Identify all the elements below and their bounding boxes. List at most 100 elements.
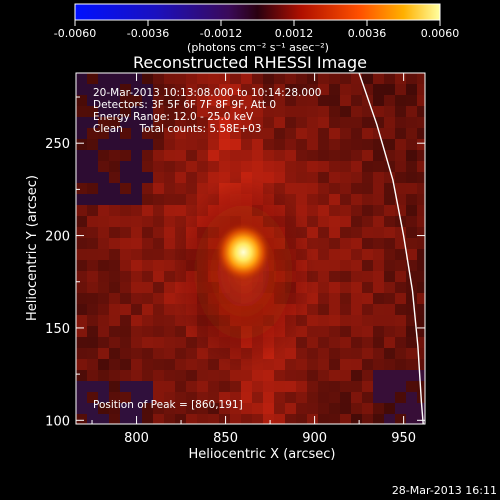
- heatmap-cell: [142, 260, 153, 271]
- heatmap-cell: [98, 348, 109, 359]
- heatmap-cell: [219, 106, 230, 117]
- heatmap-cell: [109, 370, 120, 381]
- heatmap-cell: [109, 260, 120, 271]
- heatmap-cell: [197, 161, 208, 172]
- heatmap-cell: [274, 392, 285, 403]
- heatmap-cell: [98, 73, 109, 84]
- heatmap-cell: [274, 128, 285, 139]
- heatmap-cell: [362, 216, 373, 227]
- heatmap-cell: [373, 293, 384, 304]
- heatmap-cell: [219, 128, 230, 139]
- heatmap-cell: [142, 95, 153, 106]
- heatmap-cell: [87, 150, 98, 161]
- heatmap-cell: [252, 414, 263, 424]
- heatmap-cell: [351, 403, 362, 414]
- heatmap-cell: [329, 183, 340, 194]
- heatmap-cell: [373, 326, 384, 337]
- heatmap-cell: [307, 73, 318, 84]
- heatmap-cell: [384, 95, 395, 106]
- heatmap-cell: [153, 370, 164, 381]
- heatmap-cell: [318, 95, 329, 106]
- heatmap-cell: [197, 172, 208, 183]
- heatmap-cell: [384, 293, 395, 304]
- heatmap-cell: [318, 150, 329, 161]
- heatmap-cell: [186, 381, 197, 392]
- heatmap-cell: [164, 238, 175, 249]
- heatmap-cell: [98, 139, 109, 150]
- heatmap-cell: [395, 370, 406, 381]
- heatmap-cell: [417, 271, 425, 282]
- heatmap-cell: [109, 227, 120, 238]
- heatmap-cell: [186, 403, 197, 414]
- heatmap-cell: [175, 194, 186, 205]
- heatmap-cell: [395, 95, 406, 106]
- heatmap-cell: [395, 326, 406, 337]
- date-stamp: 28-Mar-2013 16:11: [392, 484, 497, 497]
- heatmap-cell: [373, 128, 384, 139]
- heatmap-cell: [186, 194, 197, 205]
- heatmap-cell: [373, 106, 384, 117]
- heatmap-cell: [263, 128, 274, 139]
- heatmap-cell: [197, 150, 208, 161]
- heatmap-cell: [307, 172, 318, 183]
- heatmap-cell: [142, 183, 153, 194]
- heatmap-cell: [175, 117, 186, 128]
- heatmap-cell: [263, 117, 274, 128]
- heatmap-cell: [98, 183, 109, 194]
- heatmap-cell: [109, 392, 120, 403]
- heatmap-cell: [230, 106, 241, 117]
- heatmap-cell: [230, 150, 241, 161]
- heatmap-cell: [98, 403, 109, 414]
- heatmap-cell: [219, 414, 230, 424]
- source-peak: [215, 222, 272, 283]
- heatmap-cell: [340, 216, 351, 227]
- heatmap-cell: [406, 392, 417, 403]
- heatmap-cell: [296, 84, 307, 95]
- heatmap-cell: [186, 161, 197, 172]
- heatmap-cell: [164, 326, 175, 337]
- heatmap-cell: [131, 271, 142, 282]
- heatmap-cell: [164, 73, 175, 84]
- heatmap-cell: [406, 238, 417, 249]
- heatmap-cell: [109, 381, 120, 392]
- heatmap-cell: [384, 205, 395, 216]
- heatmap-cell: [142, 106, 153, 117]
- heatmap-cell: [384, 359, 395, 370]
- y-axis-label: Heliocentric Y (arcsec): [25, 175, 40, 321]
- heatmap-cell: [373, 205, 384, 216]
- heatmap-cell: [142, 128, 153, 139]
- heatmap-cell: [351, 227, 362, 238]
- heatmap-cell: [252, 161, 263, 172]
- heatmap-cell: [406, 216, 417, 227]
- heatmap-cell: [285, 95, 296, 106]
- heatmap-cell: [87, 183, 98, 194]
- heatmap-cell: [263, 95, 274, 106]
- heatmap-cell: [417, 216, 425, 227]
- heatmap-cell: [395, 293, 406, 304]
- heatmap-cell: [329, 139, 340, 150]
- heatmap-cell: [76, 403, 87, 414]
- heatmap-cell: [395, 392, 406, 403]
- heatmap-cell: [186, 106, 197, 117]
- heatmap-cell: [120, 403, 131, 414]
- heatmap-cell: [131, 95, 142, 106]
- plot-area: 800 850 900 950 100 150 200 250: [45, 72, 426, 446]
- heatmap-cell: [87, 326, 98, 337]
- heatmap-cell: [175, 359, 186, 370]
- heatmap-cell: [395, 150, 406, 161]
- heatmap-cell: [252, 128, 263, 139]
- heatmap-cell: [263, 139, 274, 150]
- heatmap-cell: [406, 227, 417, 238]
- colorbar-ticks: -0.0060 -0.0036 -0.0012 0.0012 0.0036 0.0060: [54, 20, 459, 40]
- heatmap-cell: [98, 117, 109, 128]
- heatmap-cell: [142, 326, 153, 337]
- heatmap-cell: [76, 117, 87, 128]
- heatmap-cell: [373, 216, 384, 227]
- heatmap-cell: [373, 161, 384, 172]
- heatmap-cell: [109, 216, 120, 227]
- heatmap-cell: [131, 304, 142, 315]
- heatmap-cell: [296, 183, 307, 194]
- heatmap-cell: [109, 359, 120, 370]
- heatmap-cell: [87, 359, 98, 370]
